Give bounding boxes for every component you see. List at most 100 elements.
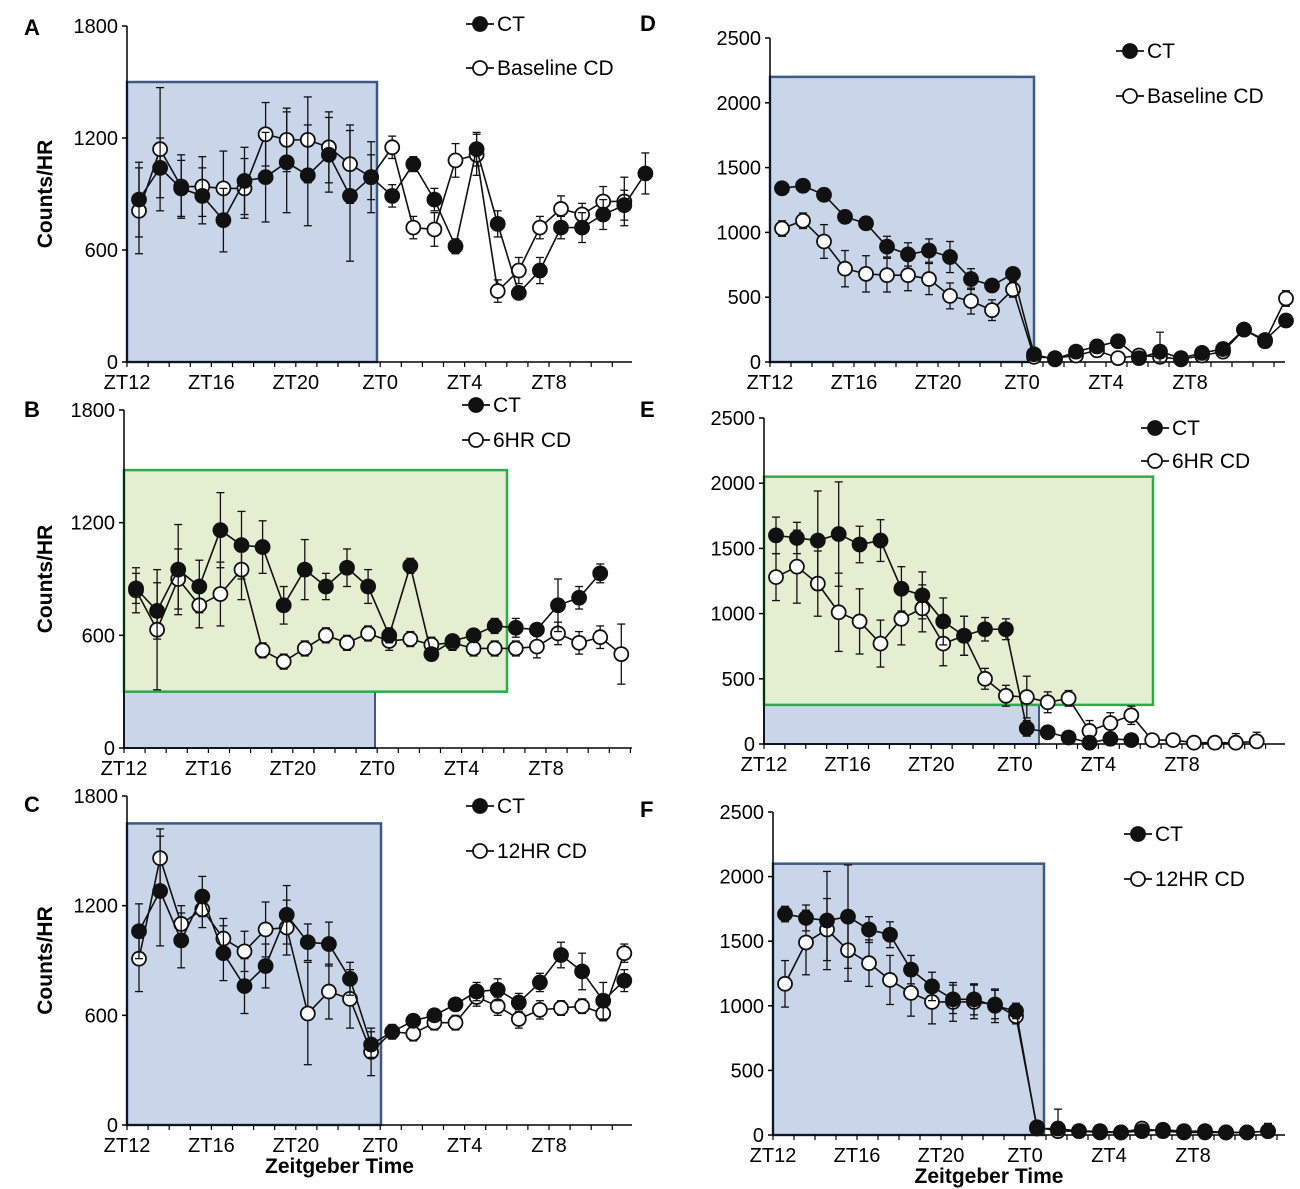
legend-label: CT	[493, 394, 521, 417]
y-tick-label: 0	[104, 738, 115, 760]
data-point	[592, 629, 609, 646]
data-point	[1018, 720, 1035, 737]
data-point	[1123, 732, 1140, 748]
data-point	[592, 565, 609, 582]
data-point	[532, 219, 548, 236]
data-point	[447, 1014, 464, 1031]
data-point	[363, 1036, 380, 1053]
x-tick-label: ZT16	[824, 754, 871, 776]
y-tick-label: 1500	[717, 158, 762, 180]
data-point	[574, 998, 590, 1015]
x-tick-label: ZT12	[104, 372, 151, 394]
x-tick-label: ZT20	[908, 754, 955, 776]
data-point	[278, 154, 295, 171]
x-tick-label: ZT0	[1004, 372, 1040, 394]
data-point	[384, 139, 401, 156]
data-point	[465, 640, 482, 657]
data-point	[1248, 733, 1265, 750]
dark-phase-box	[123, 690, 376, 750]
legend-entry-cd: 12HR CD	[466, 840, 587, 863]
x-tick-label: ZT4	[1081, 754, 1117, 776]
data-point	[426, 191, 443, 208]
x-tick-label: ZT20	[269, 758, 316, 780]
series-ct	[131, 835, 633, 1059]
data-point	[1278, 290, 1294, 307]
data-point	[1102, 715, 1119, 732]
data-point	[1131, 350, 1147, 367]
data-point	[215, 945, 232, 962]
legend-marker	[472, 60, 488, 76]
data-point	[317, 578, 334, 595]
data-point	[1071, 1123, 1087, 1140]
series-ct	[774, 177, 1294, 368]
data-point	[1060, 729, 1077, 746]
x-tick-label: ZT20	[918, 1145, 965, 1167]
data-point	[798, 934, 814, 951]
data-point	[131, 191, 147, 208]
data-point	[1008, 1003, 1024, 1019]
legend-marker	[468, 397, 484, 413]
data-point	[510, 994, 527, 1011]
legend-entry-ct: CT	[466, 13, 525, 36]
y-axis-label: Counts/HR	[34, 906, 57, 1015]
legend-marker	[472, 798, 488, 814]
panel-letter: F	[640, 797, 653, 822]
y-axis-label: Counts/HR	[34, 525, 57, 634]
data-point	[1123, 707, 1140, 724]
data-point	[320, 146, 337, 163]
data-point	[637, 165, 654, 182]
y-tick-label: 0	[107, 1115, 118, 1137]
data-point	[789, 530, 805, 546]
data-point	[1134, 1123, 1150, 1140]
data-point	[882, 926, 898, 943]
y-tick-label: 1800	[71, 400, 116, 422]
data-point	[191, 578, 208, 595]
data-point	[616, 945, 633, 962]
data-point	[963, 293, 979, 309]
legend-marker	[1147, 420, 1163, 436]
data-point	[173, 180, 190, 197]
data-point	[402, 557, 419, 574]
data-point	[830, 526, 847, 542]
x-tick-label: ZT0	[359, 758, 395, 780]
y-tick-label: 1000	[717, 222, 762, 244]
data-point	[405, 1012, 422, 1029]
y-tick-label: 1800	[74, 16, 119, 38]
y-tick-label: 1200	[74, 128, 119, 150]
data-point	[299, 1005, 316, 1022]
data-point	[402, 631, 419, 647]
data-point	[553, 947, 569, 963]
data-point	[1110, 350, 1126, 367]
data-point	[921, 271, 937, 287]
dark-phase-box	[125, 822, 383, 1127]
data-point	[342, 187, 358, 204]
data-point	[384, 187, 401, 204]
data-point	[774, 180, 790, 197]
x-tick-label: ZT0	[997, 754, 1033, 776]
data-point	[574, 963, 590, 980]
data-point	[1092, 1124, 1108, 1141]
data-point	[574, 219, 590, 236]
y-tick-label: 0	[744, 734, 755, 756]
data-point	[777, 975, 793, 992]
x-tick-label: ZT4	[447, 1135, 483, 1157]
data-point	[768, 527, 784, 544]
y-tick-label: 1000	[711, 604, 756, 626]
data-point	[1239, 1124, 1255, 1141]
panel-letter: B	[24, 397, 40, 422]
data-point	[1089, 338, 1105, 355]
y-tick-label: 1800	[74, 786, 119, 808]
data-point	[956, 627, 972, 644]
data-point	[128, 580, 144, 597]
data-point	[1102, 730, 1119, 747]
data-point	[837, 260, 853, 277]
data-point	[381, 627, 398, 644]
data-point	[529, 621, 545, 638]
x-tick-label: ZT8	[1164, 754, 1200, 776]
legend-entry-cd: 6HR CD	[462, 429, 571, 452]
legend-entry-ct: CT	[1116, 40, 1175, 63]
data-point	[339, 559, 355, 576]
data-point	[550, 597, 566, 614]
data-point	[1113, 1124, 1129, 1141]
data-point	[571, 589, 587, 606]
